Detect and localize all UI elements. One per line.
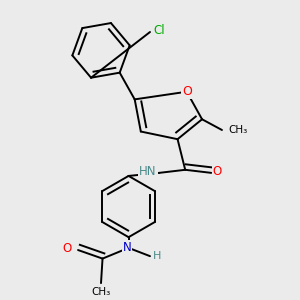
Text: HN: HN — [139, 165, 157, 178]
Text: H: H — [153, 251, 161, 261]
Text: N: N — [123, 242, 131, 254]
Text: CH₃: CH₃ — [229, 125, 248, 135]
Text: O: O — [182, 85, 192, 98]
Text: O: O — [62, 242, 71, 255]
Text: O: O — [213, 165, 222, 178]
Text: Cl: Cl — [154, 24, 165, 37]
Text: CH₃: CH₃ — [92, 287, 111, 297]
